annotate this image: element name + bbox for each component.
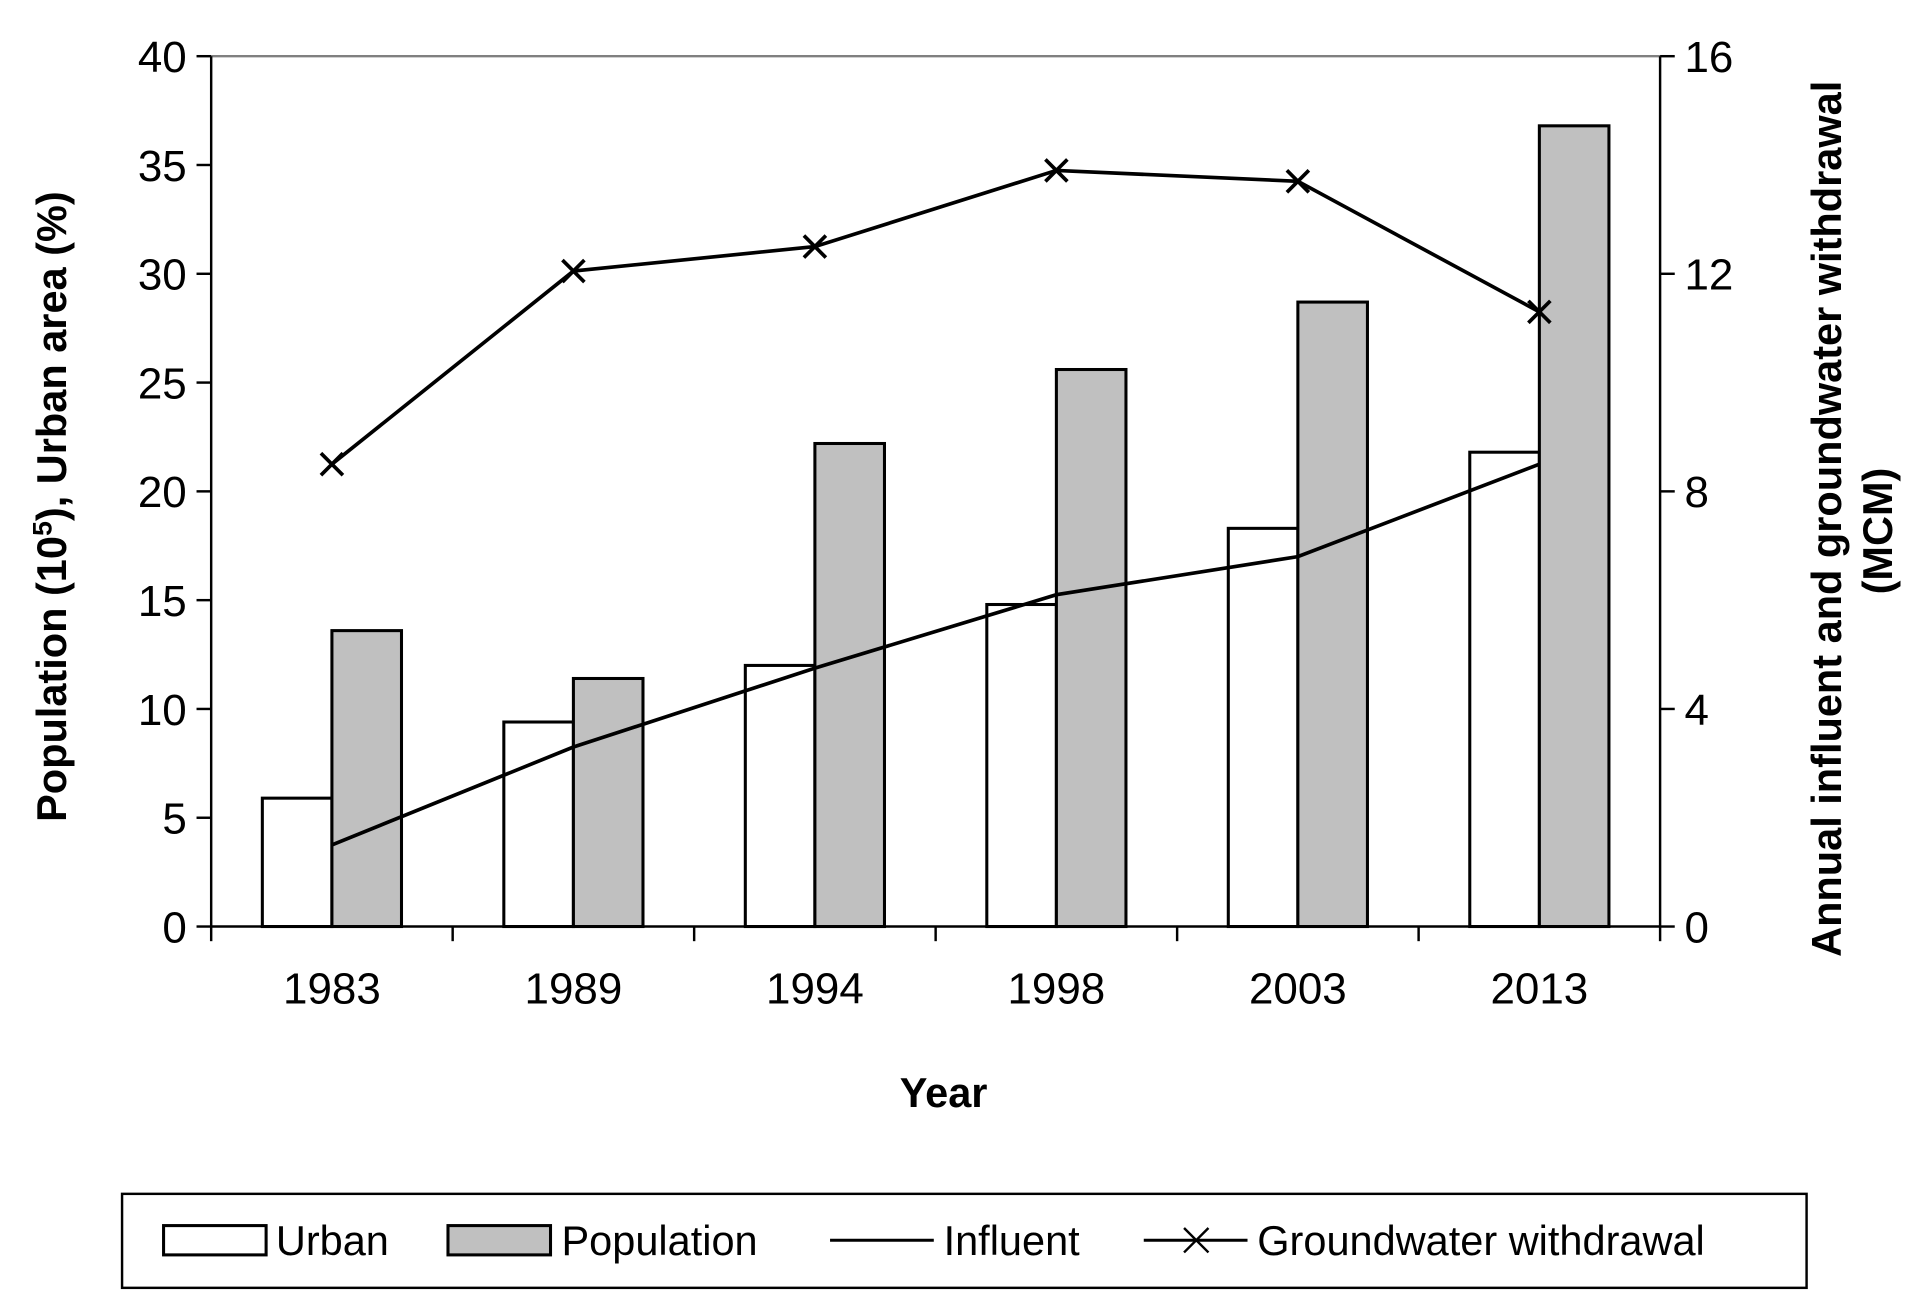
legend-swatch-population [446,1224,553,1257]
y2-tick-label: 0 [1685,903,1709,952]
y-tick-label: 10 [138,686,187,735]
bar-population-1989 [571,676,645,929]
x-tick-label: 1994 [766,964,864,1013]
bar-population-1983 [330,629,404,929]
y-tick-label: 15 [138,577,187,626]
bar-population-1994 [813,441,886,929]
legend-x-marker-icon [1183,1227,1210,1254]
bar-population-2003 [1296,300,1369,929]
bar-population-1998 [1054,367,1128,929]
legend-label-groundwater: Groundwater withdrawal [1257,1217,1704,1264]
y2-axis-label-line2: (MCM) [1854,468,1901,595]
bar-urban-1994 [743,663,817,929]
y-tick-label: 35 [138,142,187,191]
bar-population-2013 [1537,124,1611,929]
y-tick-label: 30 [138,251,187,300]
y2-tick-label: 12 [1685,251,1734,300]
y-tick-label: 5 [162,795,186,844]
x-tick-label: 1998 [1008,964,1106,1013]
x-tick-label: 1983 [283,964,381,1013]
legend-label-urban: Urban [276,1217,389,1264]
y2-axis-label-line1: Annual influent and groundwater withdraw… [1803,81,1850,957]
legend-swatch-urban [162,1224,268,1257]
y2-tick-label: 8 [1685,468,1709,517]
marker-groundwater-2013 [1527,299,1552,325]
x-tick-label: 1989 [525,964,623,1013]
y-tick-label: 25 [138,359,187,408]
legend-label-population: Population [562,1217,758,1264]
x-tick-label: 2003 [1249,964,1347,1013]
marker-groundwater-2003 [1285,169,1311,194]
marker-groundwater-1998 [1044,158,1069,183]
y-tick-label: 0 [162,903,186,952]
y2-tick-label: 4 [1685,686,1709,735]
legend: Urban Population Influent Groundwater wi… [120,1192,1808,1290]
bar-urban-2003 [1226,526,1300,929]
marker-groundwater-1983 [319,451,345,477]
line-influent [331,462,1541,847]
legend-box [120,1192,1808,1290]
bar-urban-1989 [502,720,575,929]
axes: 0 5 10 15 20 25 30 35 40 0 4 8 12 16 1983 1989 1994 1998 2… [138,33,1734,1013]
y-tick-label: 40 [138,33,187,82]
y-tick-label: 20 [138,468,187,517]
marker-groundwater-1989 [561,258,586,284]
x-axis-label: Year [900,1069,988,1116]
y-axis-label: Population (105), Urban area (%) [27,191,75,822]
bar-urban-1983 [260,796,334,929]
bar-urban-1998 [985,602,1058,929]
line-groundwater-withdrawal [330,168,1541,466]
plot-area [260,124,1611,929]
bar-urban-2013 [1468,450,1541,929]
x-tick-label: 2013 [1490,964,1588,1013]
marker-groundwater-1994 [802,234,828,259]
legend-label-influent: Influent [944,1217,1081,1264]
y2-tick-label: 16 [1685,33,1734,82]
